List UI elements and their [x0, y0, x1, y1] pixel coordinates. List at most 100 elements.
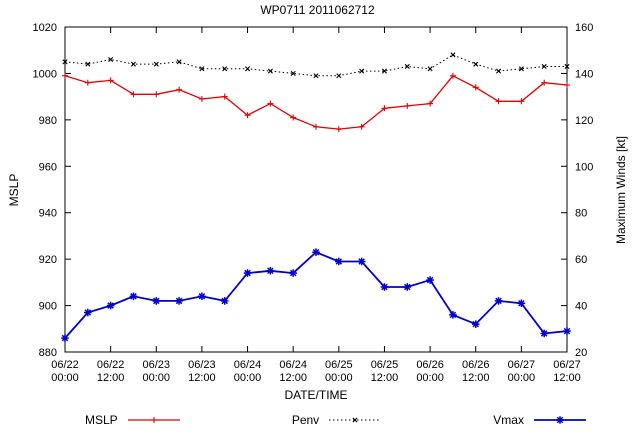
point-marker — [150, 417, 157, 423]
point-marker — [427, 100, 434, 107]
x-axis-label: DATE/TIME — [284, 388, 348, 402]
point-marker — [129, 292, 138, 301]
point-marker — [198, 292, 206, 301]
x-tick-time: 12:00 — [279, 372, 307, 384]
x-tick-date: 06/26 — [462, 359, 490, 371]
y-right-tick-label: 60 — [575, 254, 587, 266]
point-marker — [517, 299, 526, 308]
point-marker — [244, 112, 251, 119]
point-marker — [199, 66, 205, 72]
point-marker — [84, 79, 91, 86]
legend-label-penv: Penv — [291, 413, 320, 427]
chart-title: WP0711 2011062712 — [260, 3, 375, 17]
point-marker — [494, 297, 503, 305]
y-right-tick-label: 120 — [575, 115, 593, 127]
y-left-tick-label: 980 — [39, 115, 57, 127]
point-marker — [222, 66, 228, 72]
point-marker — [540, 329, 548, 338]
y-left-tick-label: 900 — [39, 301, 57, 313]
x-tick-time: 00:00 — [143, 372, 171, 384]
legend-sample-vmax — [533, 416, 586, 424]
point-marker — [352, 417, 358, 423]
point-marker — [380, 283, 389, 291]
point-marker — [85, 61, 91, 67]
point-marker — [289, 269, 297, 277]
point-marker — [62, 72, 68, 79]
x-tick-time: 12:00 — [553, 372, 581, 384]
point-marker — [108, 56, 114, 63]
point-marker — [266, 266, 275, 275]
legend: MSLP Penv Vmax — [0, 413, 635, 427]
y-right-tick-label: 20 — [575, 347, 587, 359]
x-tick-date: 06/22 — [51, 359, 79, 371]
point-marker — [130, 61, 137, 67]
y-right-tick-label: 40 — [575, 301, 587, 313]
point-marker — [335, 257, 343, 266]
plot-frame — [64, 26, 568, 353]
legend-item-penv: Penv — [292, 413, 385, 427]
point-marker — [427, 66, 433, 72]
legend-label-vmax: Vmax — [493, 413, 524, 427]
x-tick-time: 12:00 — [188, 372, 216, 384]
y-left-tick-label: 920 — [39, 254, 57, 266]
point-marker — [61, 334, 69, 342]
x-tick-date: 06/27 — [508, 359, 536, 371]
series-line-penv — [64, 54, 567, 77]
point-marker — [472, 84, 479, 91]
legend-item-vmax: Vmax — [493, 413, 590, 427]
point-marker — [313, 123, 319, 130]
point-marker — [449, 72, 456, 79]
y-left-tick-label: 1020 — [33, 22, 57, 34]
point-marker — [153, 61, 159, 67]
point-marker — [152, 297, 161, 305]
legend-label-mslp: MSLP — [85, 413, 118, 427]
y-right-tick-label: 80 — [575, 208, 587, 220]
legend-item-mslp: MSLP — [85, 413, 184, 427]
x-tick-date: 06/26 — [416, 359, 444, 371]
x-tick-time: 00:00 — [325, 372, 353, 384]
x-tick-time: 00:00 — [416, 372, 444, 384]
x-tick-date: 06/25 — [371, 359, 399, 371]
point-marker — [267, 68, 273, 74]
point-marker — [518, 98, 525, 105]
point-marker — [176, 86, 183, 93]
point-marker — [62, 59, 68, 65]
x-tick-date: 06/25 — [325, 359, 353, 371]
series-line-mslp — [64, 74, 568, 130]
x-tick-date: 06/27 — [553, 359, 581, 371]
point-marker — [403, 283, 412, 291]
point-marker — [198, 95, 205, 102]
point-marker — [153, 91, 160, 98]
point-marker — [426, 276, 434, 284]
x-tick-time: 12:00 — [97, 372, 125, 384]
x-tick-time: 00:00 — [51, 372, 79, 384]
x-tick-time: 12:00 — [462, 372, 490, 384]
point-marker — [381, 68, 388, 74]
point-marker — [404, 102, 411, 109]
legend-sample-penv — [329, 417, 382, 423]
point-marker — [243, 269, 252, 277]
point-marker — [541, 79, 548, 86]
point-marker — [84, 308, 92, 317]
x-tick-time: 12:00 — [371, 372, 399, 384]
point-marker — [449, 311, 457, 319]
x-tick-date: 06/23 — [143, 359, 171, 371]
point-marker — [336, 73, 342, 79]
point-marker — [290, 70, 296, 76]
point-marker — [564, 82, 570, 89]
point-marker — [357, 257, 366, 266]
point-marker — [267, 100, 274, 107]
point-marker — [541, 63, 547, 70]
point-marker — [175, 297, 183, 305]
y-left-tick-label: 1000 — [33, 68, 57, 80]
y-left-tick-label: 880 — [39, 347, 57, 359]
x-tick-date: 06/24 — [279, 359, 307, 371]
point-marker — [450, 52, 456, 58]
point-marker — [244, 66, 251, 72]
point-marker — [130, 91, 137, 98]
x-tick-time: 00:00 — [234, 372, 262, 384]
x-tick-date: 06/22 — [97, 359, 125, 371]
point-marker — [518, 66, 524, 72]
